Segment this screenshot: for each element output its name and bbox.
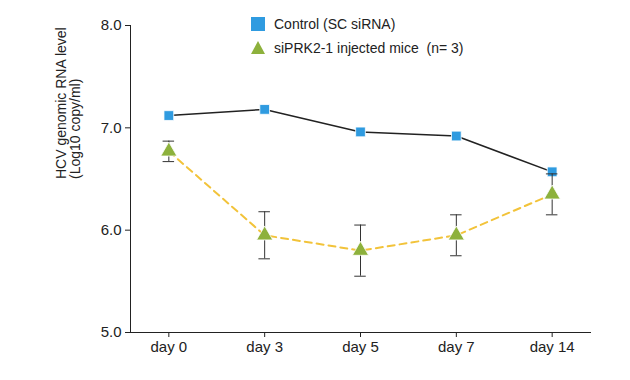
html-text:Control (SC siRNA): Control (SC siRNA) xyxy=(274,16,396,32)
svg-text:day 0: day 0 xyxy=(150,338,187,355)
svg-text:HCV genomic RNA level(Log10 co: HCV genomic RNA level(Log10 copy/ml) xyxy=(53,27,83,179)
svg-text:6.0: 6.0 xyxy=(101,221,122,238)
svg-text:8.0: 8.0 xyxy=(101,16,122,33)
svg-text:day 7: day 7 xyxy=(438,338,475,355)
svg-text:7.0: 7.0 xyxy=(101,119,122,136)
svg-text:day 5: day 5 xyxy=(342,338,379,355)
svg-text:5.0: 5.0 xyxy=(101,323,122,340)
html-text:siPRK2-1 injected mice (n= 3): siPRK2-1 injected mice (n= 3) xyxy=(274,40,464,56)
svg-text:day 3: day 3 xyxy=(246,338,283,355)
svg-text:day 14: day 14 xyxy=(530,338,575,355)
